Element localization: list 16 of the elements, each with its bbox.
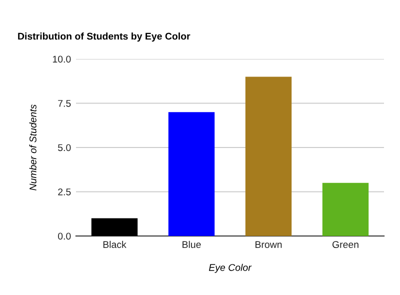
bar <box>91 218 138 236</box>
x-axis-title: Eye Color <box>208 264 252 273</box>
y-tick-label: 10.0 <box>52 56 71 63</box>
y-axis-title: Number of Students <box>29 104 36 190</box>
y-tick-label: 0.0 <box>58 232 71 240</box>
y-tick-label: 5.0 <box>58 144 71 152</box>
x-tick-label: Green <box>332 241 358 248</box>
y-tick-label: 2.5 <box>58 188 71 196</box>
chart-title: Distribution of Students by Eye Color <box>18 32 190 42</box>
x-tick-label: Black <box>103 240 126 248</box>
x-tick-label: Blue <box>182 240 201 248</box>
bar <box>245 76 292 236</box>
x-tick-label: Brown <box>256 241 282 248</box>
bar <box>168 112 215 236</box>
y-tick-label: 7.5 <box>58 100 71 107</box>
bar <box>322 182 369 236</box>
